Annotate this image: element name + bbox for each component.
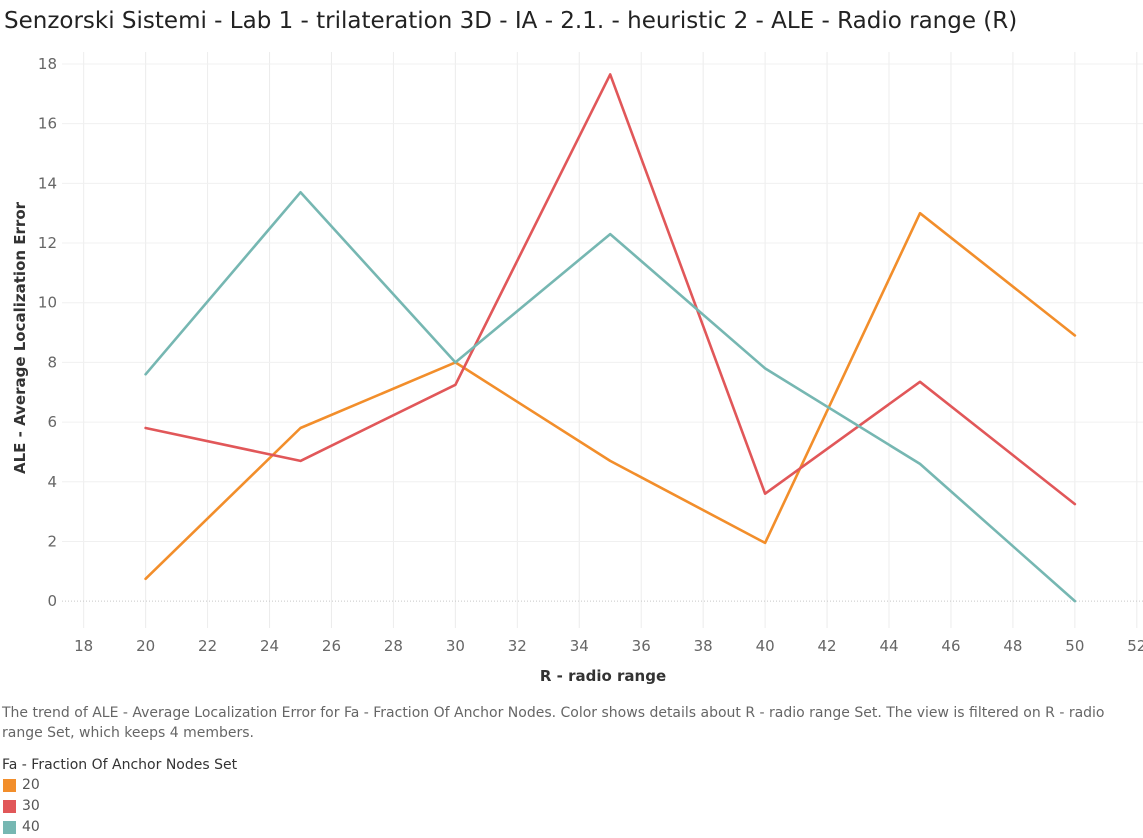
x-tick-label: 42 (818, 637, 837, 655)
x-tick-label: 46 (941, 637, 960, 655)
legend-label: 30 (22, 798, 40, 814)
x-axis-label: R - radio range (540, 667, 666, 685)
y-tick-label: 14 (38, 174, 57, 192)
chart-title: Senzorski Sistemi - Lab 1 - trilateratio… (4, 8, 1018, 34)
series-line-30 (144, 73, 1077, 506)
y-tick-label: 18 (38, 55, 57, 73)
legend-label: 40 (22, 819, 40, 835)
y-tick-label: 8 (47, 353, 57, 371)
x-axis-ticks: 18 20 22 24 26 28 30 32 34 36 38 40 42 44 46 48 50 52 (74, 637, 1143, 655)
x-tick-label: 40 (756, 637, 775, 655)
x-tick-label: 34 (570, 637, 589, 655)
legend-title: Fa - Fraction Of Anchor Nodes Set (2, 757, 238, 773)
x-tick-label: 20 (136, 637, 155, 655)
legend-swatch (3, 799, 16, 813)
y-axis-ticks: 0 2 4 6 8 10 12 14 16 18 (38, 55, 57, 610)
y-tick-label: 16 (38, 115, 57, 133)
x-tick-label: 32 (508, 637, 527, 655)
legend-swatch (3, 820, 16, 834)
y-tick-label: 6 (47, 413, 57, 431)
x-tick-label: 48 (1003, 637, 1022, 655)
x-tick-label: 44 (879, 637, 898, 655)
y-tick-label: 2 (47, 532, 57, 550)
x-tick-label: 18 (74, 637, 93, 655)
x-tick-label: 30 (446, 637, 465, 655)
y-tick-label: 4 (47, 473, 57, 491)
x-tick-label: 26 (322, 637, 341, 655)
y-tick-label: 0 (47, 592, 57, 610)
legend-item-30: 30 (3, 796, 40, 816)
legend-item-40: 40 (3, 817, 40, 837)
line-chart: 18 20 22 24 26 28 30 32 34 36 38 40 42 44 46 48 50 52 024… (11, 52, 1143, 685)
chart-caption: The trend of ALE - Average Localization … (2, 705, 1105, 741)
legend-item-20: 20 (3, 775, 40, 795)
x-tick-label: 50 (1065, 637, 1084, 655)
x-tick-label: 52 (1127, 637, 1143, 655)
x-tick-label: 28 (384, 637, 403, 655)
grid (62, 52, 1143, 628)
legend-label: 20 (22, 777, 40, 793)
series-lines (144, 73, 1077, 603)
x-tick-label: 24 (260, 637, 279, 655)
x-tick-label: 36 (632, 637, 651, 655)
y-tick-label: 12 (38, 234, 57, 252)
y-axis-label: ALE - Average Localization Error (11, 201, 29, 474)
series-line-20 (144, 211, 1077, 581)
series-line-40 (144, 191, 1077, 603)
x-tick-label: 38 (694, 637, 713, 655)
legend-swatch (3, 778, 16, 792)
y-tick-label: 10 (38, 294, 57, 312)
x-tick-label: 22 (198, 637, 217, 655)
